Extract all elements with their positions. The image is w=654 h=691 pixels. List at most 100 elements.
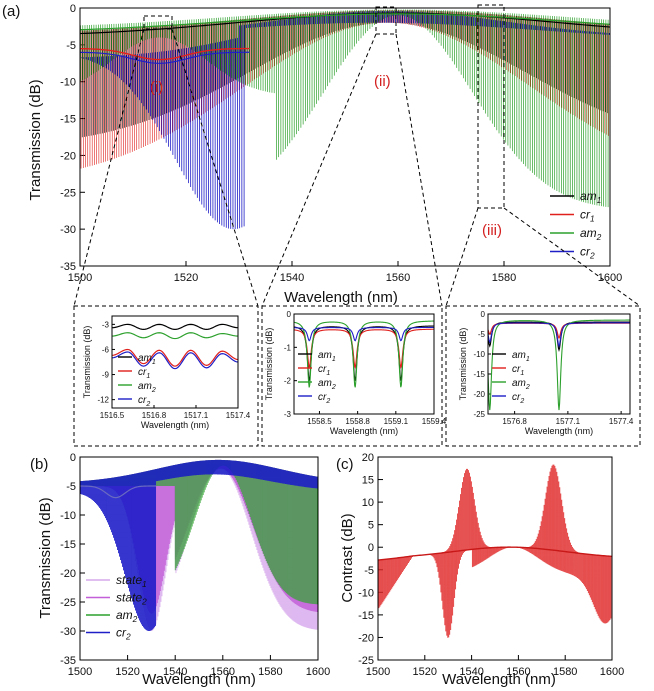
panel-c-ylabel: Contrast (dB) (339, 513, 356, 602)
legend-label: am2 (138, 381, 156, 394)
y-tick-label: -35 (60, 261, 76, 273)
connector-iii-left (445, 207, 479, 307)
legend-subscript: 2 (132, 614, 138, 624)
x-tick-label: 1560 (386, 272, 410, 284)
x-tick-label: 1580 (553, 666, 577, 678)
legend-subscript: 2 (325, 398, 330, 405)
x-tick-label: 1540 (163, 666, 187, 678)
legend-subscript: 2 (331, 384, 336, 391)
y-tick-label: -6 (102, 345, 110, 354)
y-tick-label: -5 (66, 40, 76, 52)
y-tick-label: -5 (364, 565, 374, 577)
x-tick-label: 1517.4 (226, 411, 251, 420)
legend-subscript: 1 (152, 359, 156, 366)
y-tick-label: -15 (473, 370, 485, 379)
legend-label: cr1 (512, 364, 524, 377)
zoom-guides (73, 4, 641, 447)
legend-subscript: 1 (332, 356, 336, 363)
legend-subscript: 2 (151, 387, 156, 394)
y-tick-label: 0 (70, 3, 76, 15)
y-tick-label: -2 (284, 377, 292, 386)
legend-label: am1 (512, 350, 530, 363)
y-tick-label: -30 (60, 224, 76, 236)
legend-label: state2 (116, 591, 147, 607)
inset-ii-plot: 1558.5 1558.8 1559.1 1559.4 0 -1 -2 -3 Transmiss… (264, 310, 447, 436)
series-cr2-comb (81, 10, 610, 230)
panel-b-xlabel: Wavelength (nm) (142, 671, 256, 688)
y-tick-label: -10 (473, 350, 485, 359)
legend-subscript: 1 (146, 373, 150, 380)
x-tick-label: 1540 (459, 666, 483, 678)
legend-label: cr1 (580, 208, 595, 224)
y-tick-label: -15 (60, 539, 76, 551)
x-tick-label: 1517.1 (184, 411, 209, 420)
y-tick-label: -5 (66, 481, 76, 493)
panel-a-ylabel: Transmission (dB) (27, 79, 44, 200)
y-tick-label: 15 (362, 475, 374, 487)
zoom-box-iii (477, 4, 505, 209)
region-ii-label: (ii) (374, 73, 391, 90)
plot-frame (293, 313, 435, 415)
inset-xlabel: Wavelength (nm) (525, 426, 593, 436)
x-tick-label: 1580 (492, 272, 516, 284)
legend-label: am1 (318, 350, 336, 363)
y-tick-label: -12 (97, 396, 109, 405)
series-cr2-comb (80, 459, 318, 631)
region-i-label: (i) (150, 79, 163, 96)
inset-i-plot: 1516.5 1516.8 1517.1 1517.4 -3 -6 -9 -12 Transmi… (82, 315, 251, 430)
legend-subscript: 2 (596, 232, 602, 242)
y-tick-label: -1 (284, 343, 292, 352)
x-tick-label: 1558.8 (345, 417, 370, 426)
inset-ylabel: Transmission (dB) (264, 328, 274, 401)
series-am2-comb (80, 9, 609, 208)
connector-i-left (73, 28, 145, 307)
region-iii-label: (iii) (482, 222, 502, 239)
plot-frame (377, 456, 613, 661)
y-tick-label: -20 (60, 150, 76, 162)
x-tick-label: 1577.4 (609, 417, 634, 426)
x-tick-label: 1520 (174, 272, 198, 284)
inset-series-cr1 (293, 328, 435, 370)
x-tick-label: 1559.1 (384, 417, 409, 426)
x-tick-label: 1600 (600, 666, 624, 678)
inset-frame-i (73, 305, 259, 447)
y-tick-label: -20 (358, 632, 374, 644)
y-tick-label: 0 (368, 542, 374, 554)
legend-label: am1 (580, 189, 601, 205)
legend-label: cr2 (318, 392, 330, 405)
legend-subscript: 2 (525, 384, 530, 391)
inset-series-am1 (487, 321, 630, 352)
inset-xlabel: Wavelength (nm) (141, 420, 209, 430)
plot-frame (487, 313, 631, 415)
x-tick-label: 1559.4 (422, 417, 447, 426)
zoom-box-ii (375, 6, 397, 35)
x-tick-label: 1500 (68, 272, 92, 284)
connector-i-right (171, 28, 259, 307)
y-tick-label: -15 (358, 610, 374, 622)
inset-ylabel: Transmission (dB) (458, 328, 468, 401)
y-tick-label: -20 (473, 390, 485, 399)
legend-subscript: 1 (520, 370, 524, 377)
legend-subscript: 2 (145, 401, 150, 408)
series-cr1-comb (80, 10, 609, 169)
x-tick-label: 1516.5 (100, 411, 125, 420)
inset-series-am2 (293, 320, 435, 388)
x-tick-label: 1500 (68, 666, 92, 678)
y-tick-label: -9 (102, 371, 110, 380)
inset-i-series-am2 (111, 332, 239, 340)
legend-label: am2 (512, 378, 530, 391)
inset-i-series-cr2 (111, 351, 239, 370)
inset-ylabel: Transmission (dB) (82, 326, 92, 399)
panel-c-plot: 1500 1520 1540 1560 1580 1600 20 15 10 5 0 -5 -10 -15… (358, 452, 624, 678)
x-tick-label: 1520 (413, 666, 437, 678)
x-tick-label: 1558.5 (307, 417, 332, 426)
series-envelope-b (79, 485, 157, 499)
y-tick-label: 10 (362, 497, 374, 509)
plot-frame (111, 315, 239, 409)
inset-series-am2 (487, 319, 630, 411)
panel-b-letter: (b) (30, 456, 48, 473)
panel-c-letter: (c) (336, 456, 354, 473)
legend-label: am2 (116, 608, 138, 624)
y-tick-label: -10 (358, 587, 374, 599)
